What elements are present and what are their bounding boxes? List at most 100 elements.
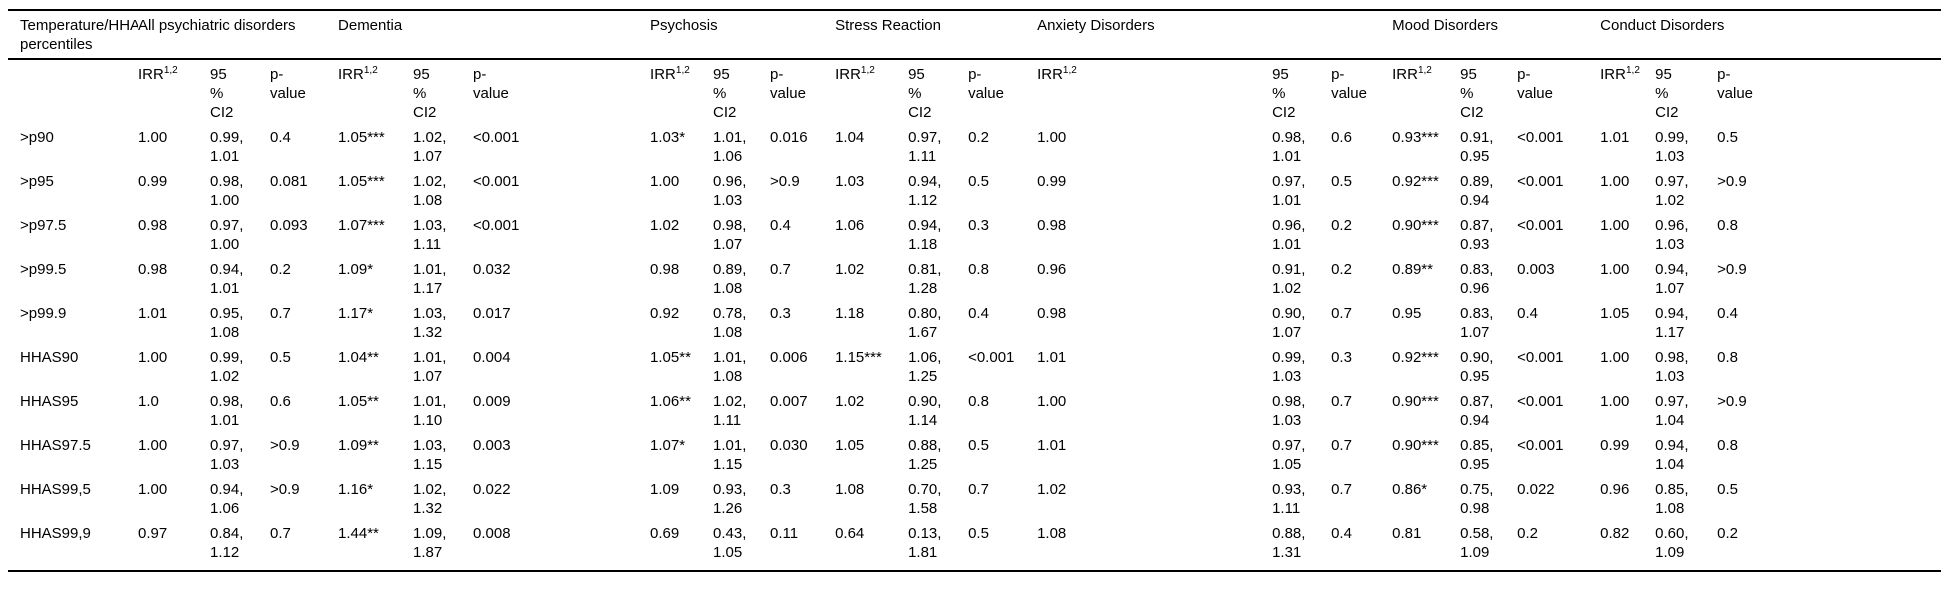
ci-value: 0.70, 1.58 bbox=[908, 481, 942, 517]
ci-value: 0.94, 1.12 bbox=[908, 173, 942, 209]
ci-value: 0.98, 1.03 bbox=[1272, 393, 1306, 429]
p-value: 0.003 bbox=[1517, 261, 1555, 278]
p-value: 0.7 bbox=[968, 481, 989, 498]
p-column-header: p-value bbox=[968, 66, 1004, 102]
p-value: 0.2 bbox=[1517, 521, 1601, 572]
irr-value: 0.92 bbox=[650, 305, 680, 322]
row-label: >p90 bbox=[20, 129, 54, 146]
ci-value: 0.94, 1.18 bbox=[908, 217, 942, 253]
results-table: Temperature/HHAS percentiles All psychiat… bbox=[8, 9, 1942, 572]
p-value: 0.007 bbox=[770, 393, 808, 410]
irr-superscript: 1,2 bbox=[860, 65, 875, 76]
irr-value: 1.00 bbox=[1600, 217, 1630, 234]
row-header-spacer bbox=[8, 59, 138, 125]
p-value: 0.008 bbox=[473, 521, 651, 572]
p-value: 0.4 bbox=[770, 217, 791, 234]
ci-value: 0.89, 1.08 bbox=[713, 261, 747, 297]
irr-value: 1.08 bbox=[835, 481, 865, 498]
table-row: >p99.9 1.01 0.95, 1.08 0.7 1.17* 1.03, 1.32 0.01… bbox=[8, 301, 1941, 345]
irr-value: 0.90*** bbox=[1392, 217, 1439, 234]
irr-value: 1.05** bbox=[650, 349, 691, 366]
ci-value: 1.01, 1.15 bbox=[713, 437, 747, 473]
p-value: 0.8 bbox=[1717, 349, 1738, 366]
irr-value: 1.06** bbox=[650, 393, 691, 410]
ci-value: 0.97, 1.05 bbox=[1272, 437, 1306, 473]
irr-superscript: 1,2 bbox=[363, 65, 378, 76]
irr-value: 1.18 bbox=[835, 305, 865, 322]
column-group-label: All psychiatric disorders bbox=[138, 10, 339, 60]
ci-value: 0.99, 1.02 bbox=[210, 349, 244, 385]
ci-value: 1.02, 1.32 bbox=[413, 481, 447, 517]
ci-value: 1.01, 1.08 bbox=[713, 349, 747, 385]
ci-value: 1.03, 1.32 bbox=[413, 305, 447, 341]
p-value: 0.7 bbox=[770, 261, 791, 278]
ci-value: 1.01, 1.17 bbox=[413, 261, 447, 297]
ci-column-header: 95% CI2 bbox=[1272, 66, 1296, 121]
irr-value: 0.97 bbox=[138, 521, 210, 572]
p-value: 0.2 bbox=[1331, 217, 1352, 234]
irr-value: 1.00 bbox=[138, 349, 168, 366]
irr-value: 0.90*** bbox=[1392, 393, 1439, 410]
irr-value: 1.00 bbox=[1037, 393, 1067, 410]
table-body: >p90 1.00 0.99, 1.01 0.4 1.05*** 1.02, 1.07 <0.0… bbox=[8, 125, 1942, 572]
irr-value: 0.98 bbox=[1037, 217, 1067, 234]
ci-value: 1.01, 1.07 bbox=[413, 349, 447, 385]
ci-column-header: 95% CI2 bbox=[210, 66, 234, 121]
ci-value: 0.99, 1.03 bbox=[1655, 129, 1689, 165]
irr-value: 1.02 bbox=[650, 217, 680, 234]
irr-value: 0.64 bbox=[835, 521, 909, 572]
irr-value: 1.03* bbox=[650, 129, 686, 146]
ci-column-header: 95% CI2 bbox=[1655, 66, 1679, 121]
p-value: 0.7 bbox=[1331, 393, 1352, 410]
irr-value: 1.05*** bbox=[338, 173, 385, 190]
p-value: >0.9 bbox=[1717, 261, 1747, 278]
column-group-label: Psychosis bbox=[650, 10, 836, 60]
irr-value: 0.98 bbox=[138, 217, 168, 234]
p-value: <0.001 bbox=[1517, 437, 1564, 454]
p-value: 0.3 bbox=[770, 481, 791, 498]
irr-value: 0.82 bbox=[1600, 521, 1656, 572]
p-value: 0.4 bbox=[1331, 521, 1393, 572]
irr-value: 1.05** bbox=[338, 393, 379, 410]
p-value: 0.5 bbox=[968, 521, 1038, 572]
irr-value: 0.96 bbox=[1600, 481, 1630, 498]
ci-value: 0.94, 1.07 bbox=[1655, 261, 1689, 297]
p-value: 0.5 bbox=[1331, 173, 1352, 190]
ci-value: 1.01, 1.06 bbox=[713, 129, 747, 165]
irr-value: 1.00 bbox=[1600, 173, 1630, 190]
ci-column-header: 95% CI2 bbox=[1460, 66, 1484, 121]
ci-value: 0.83, 0.96 bbox=[1460, 261, 1494, 297]
ci-value: 0.83, 1.07 bbox=[1460, 305, 1494, 341]
p-value: 0.006 bbox=[770, 349, 808, 366]
irr-value: 1.00 bbox=[138, 437, 168, 454]
p-value: 0.2 bbox=[1331, 261, 1352, 278]
irr-column-header: IRR1,2 bbox=[835, 65, 875, 84]
irr-value: 1.15*** bbox=[835, 349, 882, 366]
irr-value: 1.00 bbox=[1037, 129, 1067, 146]
p-value: 0.4 bbox=[1717, 305, 1738, 322]
p-column-header: p-value bbox=[1717, 66, 1753, 102]
page-body: Temperature/HHAS percentiles All psychiat… bbox=[8, 9, 1942, 572]
irr-column-header: IRR1,2 bbox=[338, 65, 378, 84]
ci-value: 0.97, 1.02 bbox=[1655, 173, 1689, 209]
ci-value: 0.94, 1.01 bbox=[210, 261, 244, 297]
irr-value: 1.00 bbox=[138, 129, 168, 146]
irr-value: 0.90*** bbox=[1392, 437, 1439, 454]
irr-column-header: IRR1,2 bbox=[1037, 65, 1077, 84]
ci-value: 0.90, 1.14 bbox=[908, 393, 942, 429]
ci-value: 0.98, 1.03 bbox=[1655, 349, 1689, 385]
p-value: 0.7 bbox=[1331, 305, 1352, 322]
ci-value: 0.58, 1.09 bbox=[1460, 521, 1518, 572]
irr-value: 0.89** bbox=[1392, 261, 1433, 278]
irr-superscript: 1,2 bbox=[1062, 65, 1077, 76]
ci-value: 0.60, 1.09 bbox=[1655, 521, 1718, 572]
row-label: >p99.5 bbox=[20, 261, 67, 278]
p-value: <0.001 bbox=[473, 173, 520, 190]
header-sub-row: IRR1,2 95% CI2 p-value IRR1,2 95% CI2 p-value IR… bbox=[8, 59, 1941, 125]
irr-value: 1.16* bbox=[338, 481, 374, 498]
ci-value: 0.87, 0.93 bbox=[1460, 217, 1494, 253]
irr-value: 0.95 bbox=[1392, 305, 1422, 322]
p-value: 0.2 bbox=[270, 261, 291, 278]
p-value: <0.001 bbox=[473, 217, 520, 234]
table-header: Temperature/HHAS percentiles All psychiat… bbox=[8, 10, 1942, 125]
